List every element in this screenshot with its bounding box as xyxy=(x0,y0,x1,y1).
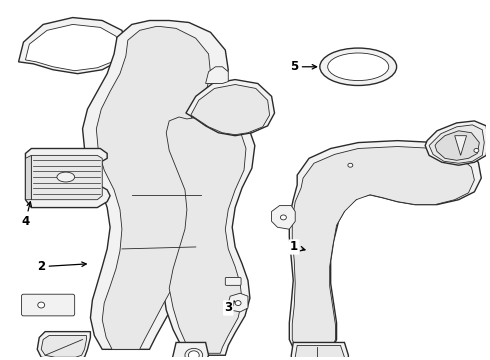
Polygon shape xyxy=(425,121,488,165)
Text: 5: 5 xyxy=(290,60,317,73)
Ellipse shape xyxy=(185,348,203,360)
Ellipse shape xyxy=(328,53,389,81)
Text: 2: 2 xyxy=(37,260,86,273)
Ellipse shape xyxy=(348,163,353,167)
Text: 1: 1 xyxy=(290,240,305,253)
Polygon shape xyxy=(159,109,255,355)
Polygon shape xyxy=(166,342,209,360)
Ellipse shape xyxy=(235,301,241,306)
Polygon shape xyxy=(455,136,466,156)
Ellipse shape xyxy=(188,351,199,360)
Polygon shape xyxy=(19,18,127,74)
Polygon shape xyxy=(292,147,474,355)
Polygon shape xyxy=(186,80,274,136)
Polygon shape xyxy=(97,26,211,349)
Polygon shape xyxy=(191,85,270,135)
Text: 3: 3 xyxy=(224,301,234,315)
Polygon shape xyxy=(82,21,228,349)
Polygon shape xyxy=(271,206,295,229)
Polygon shape xyxy=(41,336,86,357)
Polygon shape xyxy=(228,293,248,312)
Polygon shape xyxy=(37,332,91,359)
Polygon shape xyxy=(291,342,348,360)
Polygon shape xyxy=(31,156,102,200)
Polygon shape xyxy=(25,156,31,200)
Ellipse shape xyxy=(280,215,286,220)
Polygon shape xyxy=(166,116,246,353)
Polygon shape xyxy=(206,67,228,84)
Polygon shape xyxy=(295,345,344,360)
Polygon shape xyxy=(25,24,120,71)
Ellipse shape xyxy=(57,172,74,182)
FancyBboxPatch shape xyxy=(22,294,74,316)
Ellipse shape xyxy=(38,302,45,308)
Text: 4: 4 xyxy=(22,202,31,228)
FancyBboxPatch shape xyxy=(225,278,241,285)
Ellipse shape xyxy=(320,48,396,85)
Ellipse shape xyxy=(474,148,479,152)
Polygon shape xyxy=(435,131,479,160)
Polygon shape xyxy=(289,141,481,359)
Polygon shape xyxy=(25,148,110,208)
Polygon shape xyxy=(429,125,484,163)
